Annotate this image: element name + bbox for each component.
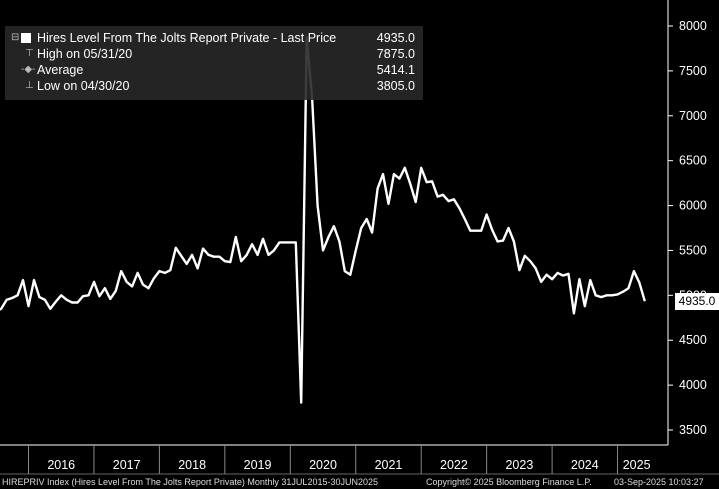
legend-average-value: 5414.1 (376, 63, 415, 77)
last-price-tag: 4935.0 (675, 292, 719, 310)
y-tick-label: 6000 (679, 199, 707, 213)
y-tick-label: 4500 (679, 333, 707, 347)
x-tick-label: 2019 (244, 458, 272, 472)
collapse-icon[interactable]: ⊟ (11, 32, 20, 43)
footer-ticker-info: HIREPRIV Index (Hires Level From The Jol… (2, 477, 378, 487)
x-tick-label: 2021 (375, 458, 403, 472)
footer-timestamp: 03-Sep-2025 10:03:27 (614, 477, 704, 487)
x-tick-label: 2024 (571, 458, 599, 472)
x-tick-label: 2017 (113, 458, 141, 472)
x-tick-label: 2025 (623, 458, 651, 472)
x-tick-label: 2020 (309, 458, 337, 472)
x-tick-label: 2018 (178, 458, 206, 472)
legend-high-label: High on 05/31/20 (37, 47, 133, 61)
x-tick-label: 2022 (440, 458, 468, 472)
y-tick-label: 7000 (679, 109, 707, 123)
legend-row-high: ⊤ High on 05/31/20 7875.0 (5, 46, 419, 62)
series-line (0, 36, 646, 404)
legend-title-value: 4935.0 (376, 31, 415, 45)
legend-low-value: 3805.0 (376, 79, 415, 93)
legend-row-title: ⊟ Hires Level From The Jolts Report Priv… (5, 30, 419, 46)
legend-high-value: 7875.0 (376, 47, 415, 61)
x-tick-label: 2023 (505, 458, 533, 472)
x-tick-label: 2016 (47, 458, 75, 472)
x-axis-ticks: 2016 2017 2018 2019 2020 2021 2022 2023 2024 2025 (28, 445, 651, 474)
legend-title: Hires Level From The Jolts Report Privat… (37, 31, 337, 45)
legend-row-average: -◆- Average 5414.1 (5, 62, 419, 78)
chart-axes (0, 0, 719, 475)
y-tick-label: 6500 (679, 154, 707, 168)
y-tick-label: 5500 (679, 243, 707, 257)
legend-average-label: Average (37, 63, 84, 77)
legend-row-low: ⊥ Low on 04/30/20 3805.0 (5, 78, 419, 94)
chart-legend: ⊟ Hires Level From The Jolts Report Priv… (5, 26, 423, 100)
average-marker-icon: -◆- (21, 64, 36, 75)
y-tick-label: 7500 (679, 64, 707, 78)
y-tick-label: 4000 (679, 378, 707, 392)
high-marker-icon: ⊤ (25, 48, 34, 59)
y-axis-ticks: 8000750070006500600055005000450040003500 (668, 19, 707, 437)
series-swatch-icon (21, 33, 31, 43)
y-tick-label: 8000 (679, 19, 707, 33)
legend-low-label: Low on 04/30/20 (37, 79, 130, 93)
series-group (0, 36, 646, 404)
chart-footer: HIREPRIV Index (Hires Level From The Jol… (0, 475, 719, 489)
low-marker-icon: ⊥ (25, 80, 34, 91)
y-tick-label: 3500 (679, 423, 707, 437)
footer-copyright: Copyright© 2025 Bloomberg Finance L.P. (426, 477, 592, 487)
